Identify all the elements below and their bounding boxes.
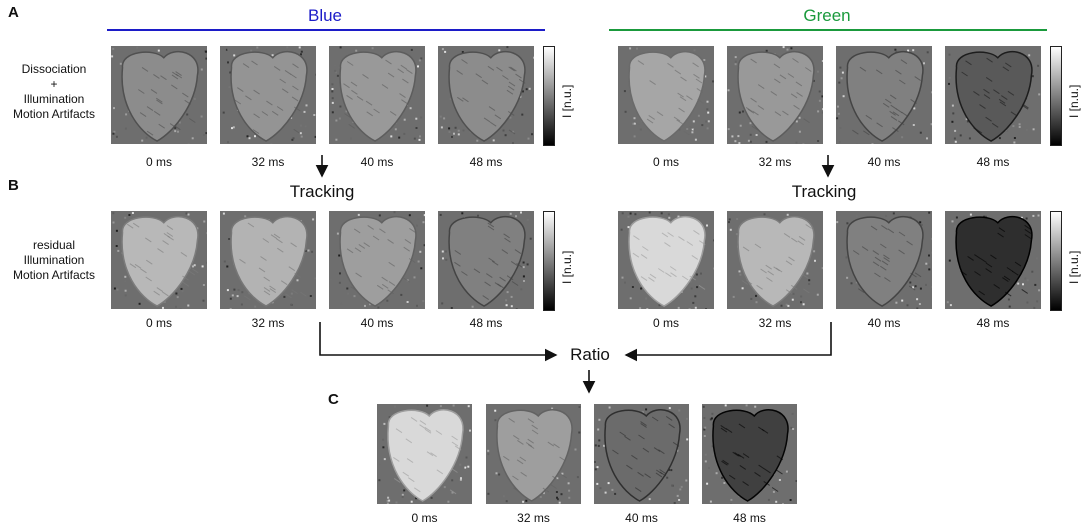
time-caption: 32 ms [251,155,285,169]
blue-group-rule [107,29,545,31]
time-caption: 0 ms [652,316,679,330]
time-caption: 0 ms [411,511,438,525]
panel-label-c: C [328,391,339,408]
ratio-label: Ratio [570,345,610,364]
arrow-green-to-ratio [624,322,832,362]
time-caption: 0 ms [652,155,679,169]
row-label-a-line: Motion Artifacts [12,107,96,121]
heart-frame-b-green-1 [727,211,823,309]
time-caption: 0 ms [145,316,172,330]
time-caption: 40 ms [360,155,394,169]
heart-frame-a-green-2 [836,46,932,144]
time-caption: 40 ms [360,316,394,330]
heart-frame-c-0 [377,404,472,504]
tracking-label-blue: Tracking [289,182,355,201]
blue-group-title: Blue [307,6,343,25]
row-label-b-line: Illumination [23,253,85,267]
heart-frame-a-blue-0 [111,46,207,144]
heart-frame-a-blue-2 [329,46,425,144]
tracking-label-green: Tracking [791,182,857,201]
colorbar-a-blue [543,46,555,146]
green-group-rule [609,29,1047,31]
time-caption: 32 ms [758,316,792,330]
panel-label-a: A [8,4,19,21]
heart-frame-b-green-0 [618,211,714,309]
time-caption: 48 ms [976,316,1010,330]
heart-frame-a-green-3 [945,46,1041,144]
time-caption: 40 ms [625,511,658,525]
time-caption: 48 ms [469,316,503,330]
heart-frame-b-green-2 [836,211,932,309]
time-caption: 48 ms [469,155,503,169]
arrow-blue-to-ratio [319,322,558,362]
row-label-b-line: residual [32,238,76,252]
colorbar-b-green [1050,211,1062,311]
row-label-b-line: Motion Artifacts [12,268,96,282]
heart-frame-b-green-3 [945,211,1041,309]
time-caption: 48 ms [733,511,766,525]
colorbar-a-green [1050,46,1062,146]
heart-frame-b-blue-1 [220,211,316,309]
row-label-a-line: Illumination [23,92,85,106]
heart-frame-c-1 [486,404,581,504]
row-label-a-line: Dissociation [21,62,87,76]
heart-frame-a-blue-1 [220,46,316,144]
heart-frame-c-2 [594,404,689,504]
heart-frame-b-blue-2 [329,211,425,309]
time-caption: 0 ms [145,155,172,169]
time-caption: 32 ms [758,155,792,169]
heart-frame-c-3 [702,404,797,504]
time-caption: 32 ms [517,511,550,525]
panel-label-b: B [8,177,19,194]
heart-frame-a-blue-3 [438,46,534,144]
green-group-title: Green [803,6,851,25]
time-caption: 40 ms [867,316,901,330]
row-label-b: residual Illumination Motion Artifacts [2,238,106,283]
time-caption: 48 ms [976,155,1010,169]
row-label-a: Dissociation + Illumination Motion Artif… [2,62,106,122]
time-caption: 40 ms [867,155,901,169]
heart-frame-a-green-1 [727,46,823,144]
row-label-a-line: + [50,77,58,91]
time-caption: 32 ms [251,316,285,330]
colorbar-b-blue [543,211,555,311]
heart-frame-b-blue-3 [438,211,534,309]
heart-frame-a-green-0 [618,46,714,144]
heart-frame-b-blue-0 [111,211,207,309]
